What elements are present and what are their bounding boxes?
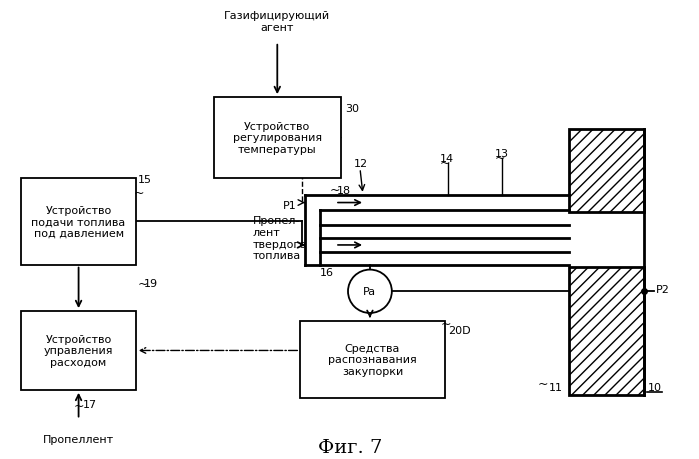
Text: Устройство
управления
расходом: Устройство управления расходом [44,334,113,367]
Text: 14: 14 [440,154,454,164]
Text: 19: 19 [144,278,158,288]
Bar [569,129,644,213]
Bar [213,98,341,179]
Text: 18: 18 [337,185,351,195]
Text: P2: P2 [656,285,670,295]
Text: ~: ~ [134,186,145,199]
Text: Устройство
подачи топлива
под давлением: Устройство подачи топлива под давлением [31,205,126,238]
Bar [21,179,136,265]
Text: 12: 12 [354,159,368,169]
Bar [569,267,644,395]
Text: ~: ~ [538,377,548,390]
Bar [300,321,445,398]
Text: ~: ~ [73,399,84,412]
Text: 30: 30 [345,104,359,114]
Text: Фиг. 7: Фиг. 7 [318,438,382,456]
Text: 13: 13 [494,149,508,159]
Text: Пропеллент: Пропеллент [43,434,114,444]
Text: 16: 16 [320,267,334,277]
Text: 11: 11 [549,382,563,392]
Text: ~: ~ [138,277,148,290]
Bar [21,311,136,390]
Text: ~: ~ [494,152,505,165]
Text: Средства
распознавания
закупорки: Средства распознавания закупорки [328,343,417,376]
Text: Pa: Pa [363,287,377,297]
Text: 10: 10 [648,382,662,392]
Text: ~: ~ [440,317,451,330]
Text: 20D: 20D [449,325,471,335]
Text: P1: P1 [283,200,297,210]
Text: 15: 15 [138,174,152,185]
Text: 17: 17 [82,399,96,409]
Text: Газифицирующий
агент: Газифицирующий агент [224,11,331,33]
Text: Устройство
регулирования
температуры: Устройство регулирования температуры [233,122,322,155]
Circle shape [348,270,392,313]
Text: ~: ~ [440,157,450,170]
Text: ~: ~ [330,184,340,197]
Text: Пропел-
лент
твердого
топлива: Пропел- лент твердого топлива [252,216,306,261]
